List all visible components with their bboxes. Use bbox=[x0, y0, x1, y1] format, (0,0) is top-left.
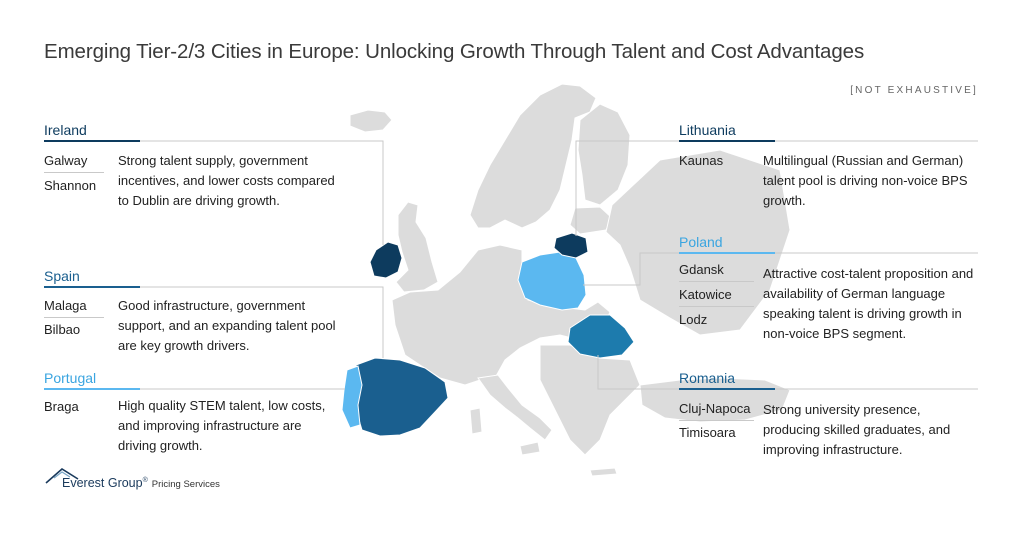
city-lodz: Lodz bbox=[679, 312, 708, 327]
logo-name: Everest Group bbox=[62, 476, 143, 490]
connector-romania bbox=[597, 355, 978, 390]
region-lithuania-description: Multilingual (Russian and German) talent… bbox=[763, 153, 968, 208]
region-spain-heading: Spain bbox=[44, 268, 80, 284]
region-spain-description: Good infrastructure, government support,… bbox=[118, 298, 336, 353]
logo-subtitle: Pricing Services bbox=[151, 479, 220, 490]
region-ireland-description: Strong talent supply, government incenti… bbox=[118, 153, 335, 208]
region-lithuania-heading: Lithuania bbox=[679, 122, 736, 138]
map-great-britain bbox=[395, 201, 439, 293]
map-lithuania bbox=[553, 232, 589, 259]
city-timisoara: Timisoara bbox=[679, 425, 736, 440]
region-ireland-heading: Ireland bbox=[44, 122, 87, 138]
city-gdansk: Gdansk bbox=[679, 262, 724, 277]
city-braga: Braga bbox=[44, 399, 79, 414]
city-malaga: Malaga bbox=[44, 298, 87, 313]
map-portugal bbox=[341, 365, 363, 429]
map-east bbox=[605, 149, 791, 336]
region-portugal-underline bbox=[44, 388, 140, 390]
region-romania-underline bbox=[679, 388, 775, 390]
city-divider bbox=[679, 420, 754, 421]
connector-lithuania bbox=[575, 140, 978, 236]
map-iceland bbox=[349, 109, 393, 133]
region-lithuania-underline bbox=[679, 140, 775, 142]
city-shannon: Shannon bbox=[44, 178, 97, 193]
map-romania bbox=[567, 314, 635, 359]
map-sicily bbox=[519, 441, 541, 456]
map-crete bbox=[589, 467, 618, 477]
region-poland-description: Attractive cost-talent proposition and a… bbox=[763, 266, 974, 341]
connector-spain bbox=[140, 286, 384, 358]
region-poland-heading: Poland bbox=[679, 234, 723, 250]
map-poland bbox=[517, 251, 587, 311]
city-katowice: Katowice bbox=[679, 287, 732, 302]
not-exhaustive-note: [NOT EXHAUSTIVE] bbox=[850, 85, 978, 96]
everest-group-logo: Everest Group® Pricing Services bbox=[62, 476, 220, 490]
map-italy bbox=[477, 374, 553, 441]
city-galway: Galway bbox=[44, 153, 88, 168]
city-divider bbox=[44, 317, 104, 318]
city-kaunas: Kaunas bbox=[679, 153, 724, 168]
map-scandinavia bbox=[469, 83, 597, 229]
region-romania-heading: Romania bbox=[679, 370, 736, 386]
city-divider bbox=[44, 172, 104, 173]
region-portugal-description: High quality STEM talent, low costs, and… bbox=[118, 398, 326, 453]
map-ireland bbox=[369, 241, 403, 279]
region-ireland-underline bbox=[44, 140, 140, 142]
region-portugal-heading: Portugal bbox=[44, 370, 97, 386]
region-romania-description: Strong university presence, producing sk… bbox=[763, 402, 951, 457]
connector-ireland bbox=[140, 140, 384, 245]
page-title: Emerging Tier-2/3 Cities in Europe: Unlo… bbox=[44, 40, 865, 63]
city-cluj-napoca: Cluj-Napoca bbox=[679, 401, 751, 416]
region-spain-underline bbox=[44, 286, 140, 288]
logo-registered: ® bbox=[142, 476, 148, 484]
city-divider bbox=[679, 306, 754, 307]
mountain-icon bbox=[45, 468, 79, 484]
region-poland-underline bbox=[679, 252, 775, 254]
map-sardinia bbox=[469, 407, 483, 435]
connector-poland bbox=[583, 252, 978, 286]
city-bilbao: Bilbao bbox=[44, 322, 81, 337]
map-balkans bbox=[539, 344, 641, 456]
map-finland bbox=[577, 103, 631, 206]
city-divider bbox=[679, 281, 754, 282]
